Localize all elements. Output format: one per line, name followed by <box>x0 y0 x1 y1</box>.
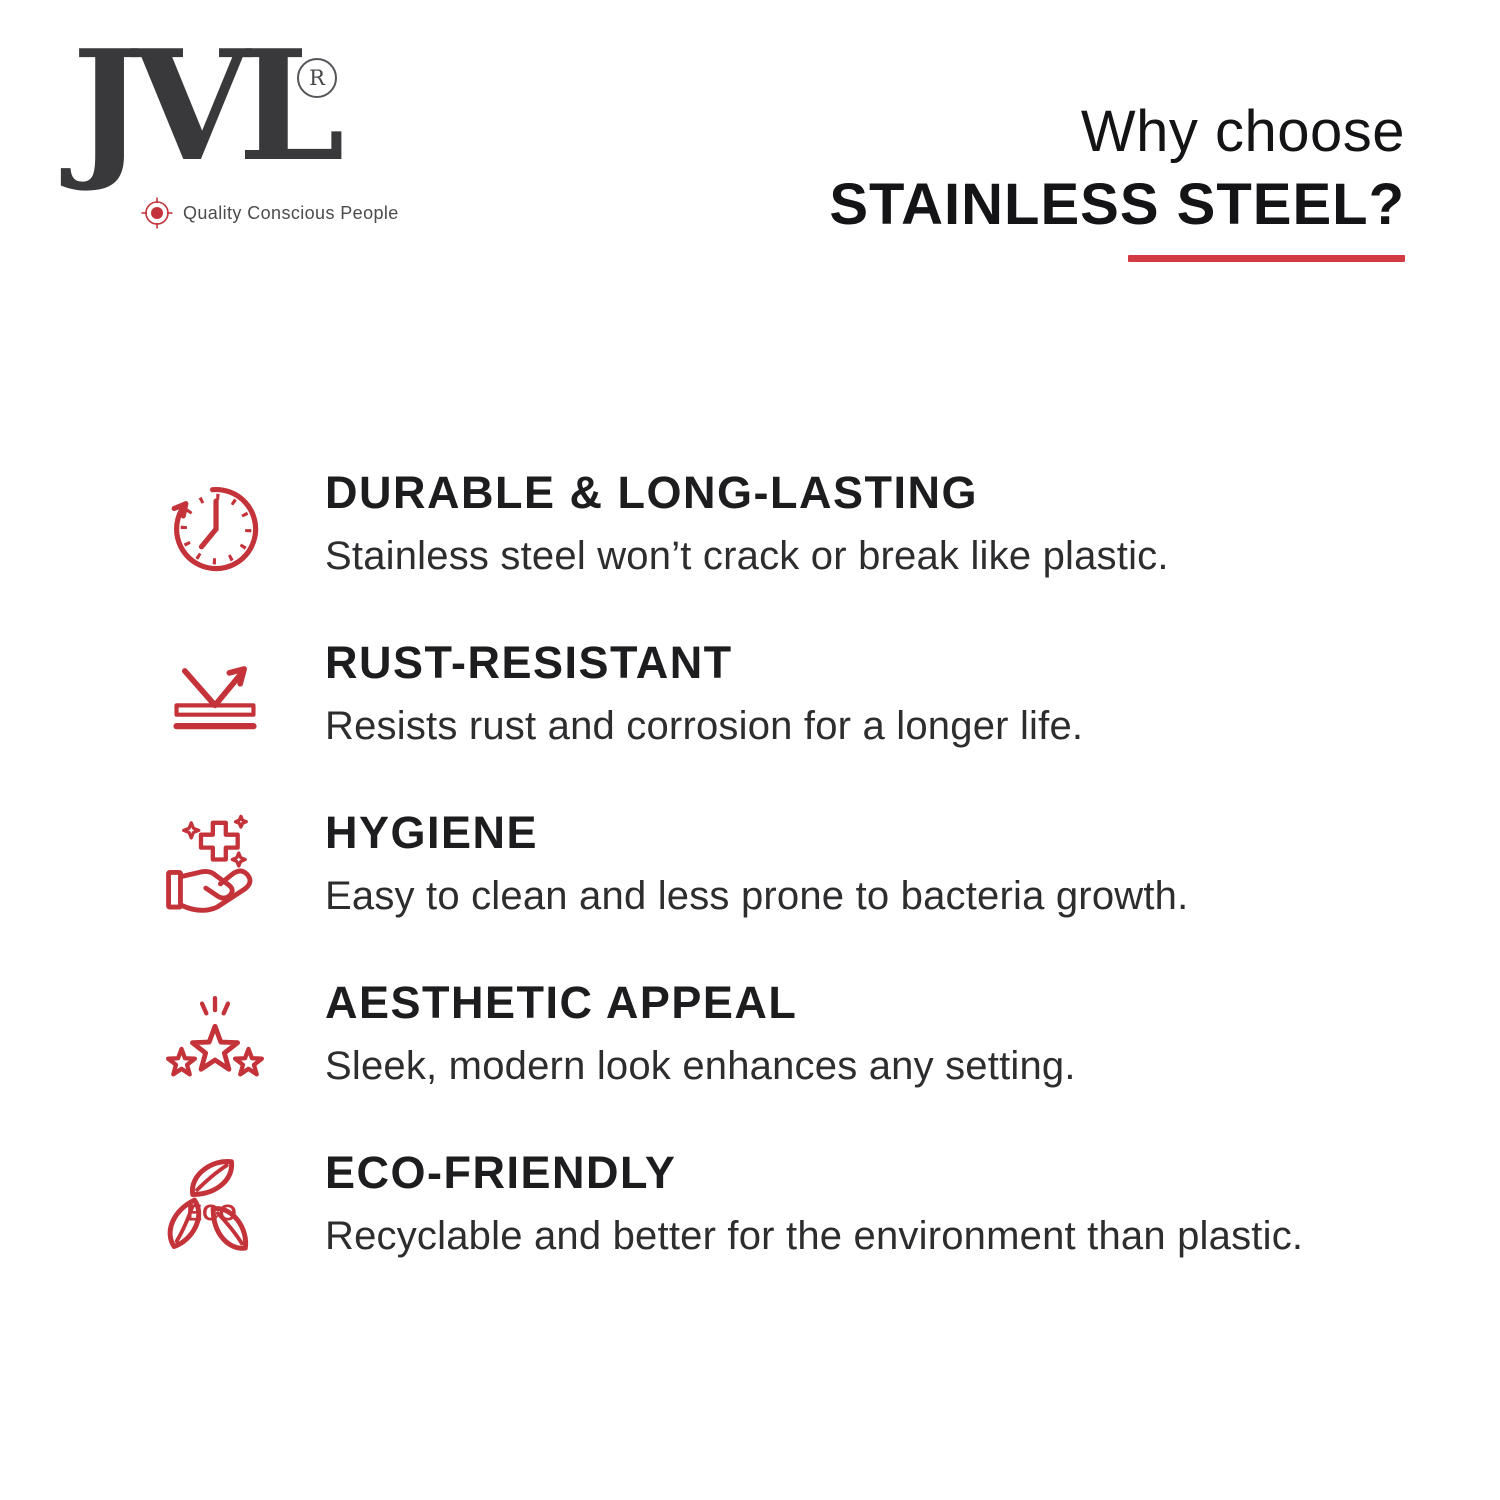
brand-tagline: Quality Conscious People <box>183 202 399 223</box>
registered-trademark-icon: R <box>297 58 337 98</box>
brand-logo: JVL R Quality Conscious People <box>72 30 512 260</box>
title-underline <box>1128 255 1405 262</box>
feature-description: Sleek, modern look enhances any setting. <box>325 1043 1076 1088</box>
eco-icon-label: ECO <box>187 1199 237 1225</box>
eco-leaves-icon: ECO <box>160 1150 270 1262</box>
clock-durability-icon <box>160 470 270 582</box>
feature-description: Recyclable and better for the environmen… <box>325 1213 1304 1258</box>
feature-durable: DURABLE & LONG-LASTING Stainless steel w… <box>160 468 1410 582</box>
brand-logo-text: JVL <box>72 16 345 195</box>
aesthetic-stars-icon <box>160 980 270 1092</box>
hygiene-hand-cross-icon <box>160 810 270 922</box>
feature-rust-resistant: RUST-RESISTANT Resists rust and corrosio… <box>160 638 1410 752</box>
feature-title: HYGIENE <box>325 807 539 858</box>
feature-description: Resists rust and corrosion for a longer … <box>325 703 1084 748</box>
feature-text: ECO-FRIENDLY Recyclable and better for t… <box>325 1148 1303 1259</box>
rust-resistant-icon <box>160 640 270 752</box>
feature-title: AESTHETIC APPEAL <box>325 977 798 1028</box>
feature-title: RUST-RESISTANT <box>325 637 733 688</box>
feature-aesthetic: AESTHETIC APPEAL Sleek, modern look enha… <box>160 978 1410 1092</box>
target-crosshair-icon <box>141 197 173 229</box>
feature-eco: ECO ECO-FRIENDLY Recyclable and better f… <box>160 1148 1410 1262</box>
feature-list: DURABLE & LONG-LASTING Stainless steel w… <box>160 468 1410 1318</box>
feature-text: AESTHETIC APPEAL Sleek, modern look enha… <box>325 978 1076 1089</box>
feature-description: Stainless steel won’t crack or break lik… <box>325 533 1169 578</box>
page-title: Why choose STAINLESS STEEL? <box>829 96 1405 262</box>
brand-tagline-row: Quality Conscious People <box>140 196 399 230</box>
feature-hygiene: HYGIENE Easy to clean and less prone to … <box>160 808 1410 922</box>
page-title-line1: Why choose <box>1080 99 1405 164</box>
page-title-line2: STAINLESS STEEL? <box>829 171 1405 237</box>
feature-text: RUST-RESISTANT Resists rust and corrosio… <box>325 638 1083 749</box>
feature-title: DURABLE & LONG-LASTING <box>325 467 978 518</box>
feature-text: DURABLE & LONG-LASTING Stainless steel w… <box>325 468 1169 579</box>
feature-text: HYGIENE Easy to clean and less prone to … <box>325 808 1188 919</box>
feature-description: Easy to clean and less prone to bacteria… <box>325 873 1189 918</box>
feature-title: ECO-FRIENDLY <box>325 1147 677 1198</box>
